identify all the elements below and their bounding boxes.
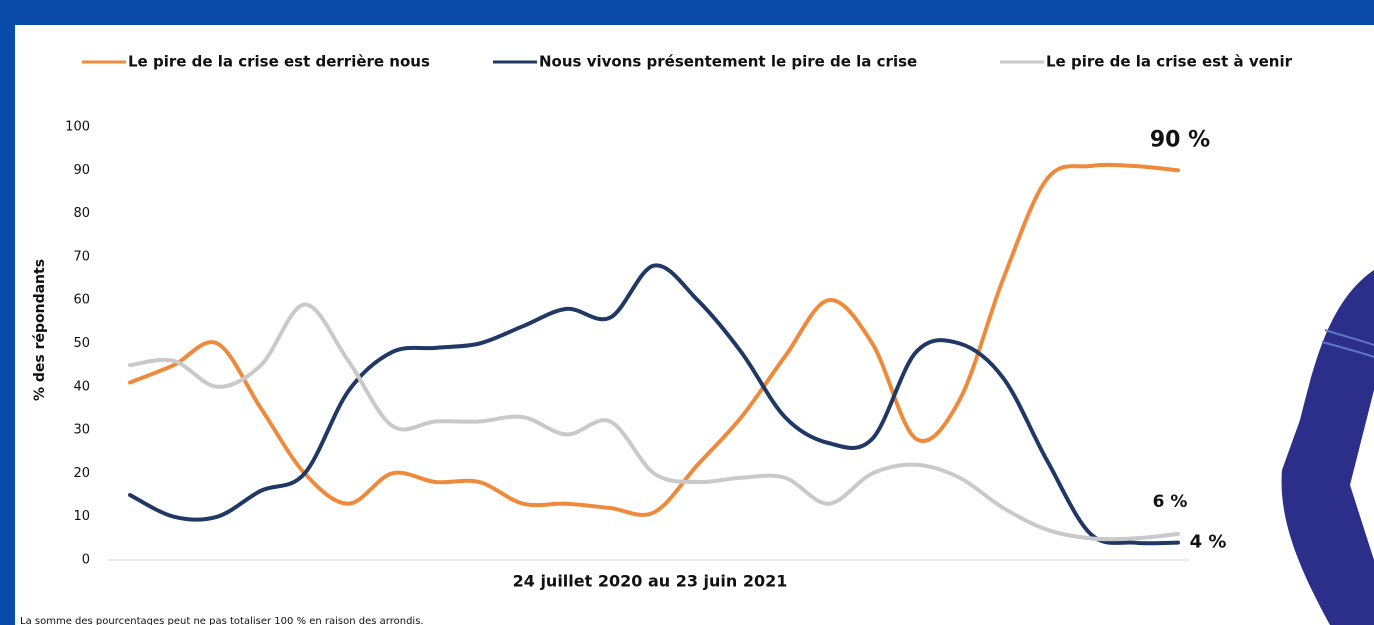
y-tick-label: 50	[73, 336, 90, 351]
y-tick-label: 90	[73, 163, 90, 178]
y-tick-label: 20	[73, 466, 90, 481]
y-tick-label: 70	[73, 249, 90, 264]
legend-label: Le pire de la crise est derrière nous	[128, 53, 430, 71]
y-tick-label: 100	[65, 120, 90, 135]
data-label: 90 %	[1150, 127, 1210, 152]
x-axis-label: 24 juillet 2020 au 23 juin 2021	[513, 572, 788, 591]
legend-label: Nous vivons présentement le pire de la c…	[539, 53, 917, 71]
data-label: 4 %	[1190, 532, 1227, 553]
y-tick-label: 0	[82, 553, 90, 568]
chart: % des répondants 24 juillet 2020 au 23 j…	[0, 0, 1374, 625]
page: {"chart_data": { "type": "line", "x_labe…	[0, 0, 1374, 625]
y-tick-label: 60	[73, 293, 90, 308]
y-tick-label: 40	[73, 379, 90, 394]
y-axis-label: % des répondants	[32, 259, 48, 401]
y-tick-label: 80	[73, 206, 90, 221]
y-tick-label: 30	[73, 423, 90, 438]
data-label: 6 %	[1153, 492, 1188, 512]
legend-label: Le pire de la crise est à venir	[1046, 53, 1293, 71]
note: La somme des pourcentages peut ne pas to…	[20, 616, 424, 625]
y-tick-label: 10	[73, 509, 90, 524]
